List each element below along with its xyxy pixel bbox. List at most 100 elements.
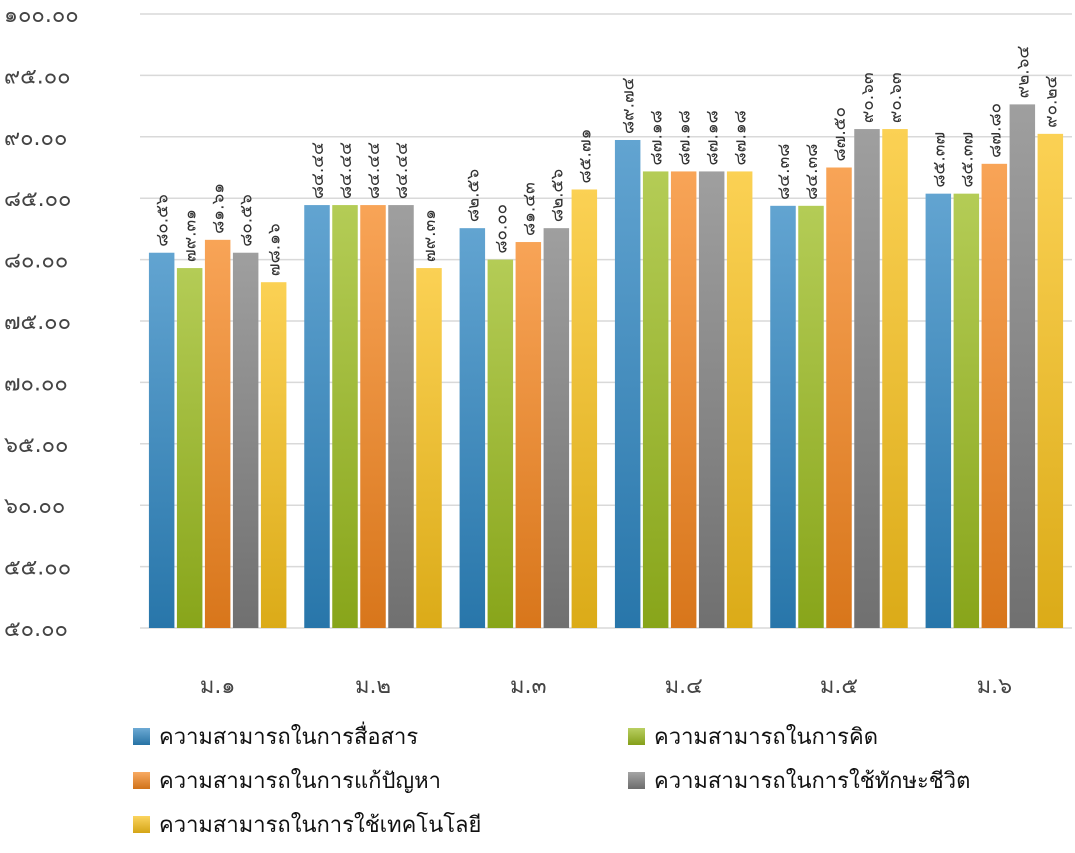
bar	[642, 171, 669, 628]
legend-item: ความสามารถในการสื่อสาร	[133, 721, 418, 750]
y-tick-label: ๗๕.๐๐	[4, 310, 71, 335]
data-label: ๘๔.๔๔	[364, 142, 384, 199]
bars	[148, 104, 1064, 629]
y-tick-label: ๕๐.๐๐	[4, 617, 68, 642]
legend-label: ความสามารถในการสื่อสาร	[159, 721, 418, 750]
legend-swatch	[133, 816, 150, 833]
bar	[953, 193, 980, 628]
bar	[148, 252, 175, 628]
y-tick-label: ๑๐๐.๐๐	[4, 3, 79, 28]
data-label: ๘๒.๕๖	[463, 169, 483, 222]
bar	[543, 228, 570, 628]
bar	[304, 205, 330, 629]
bar	[360, 205, 386, 629]
x-tick-label: ม.๒	[355, 674, 391, 699]
data-label: ๘๗.๘๐	[985, 103, 1005, 158]
bar	[854, 129, 880, 628]
x-tick-label: ม.๔	[665, 674, 703, 699]
bar	[1037, 133, 1064, 629]
bar	[698, 171, 725, 628]
legend-swatch	[133, 772, 150, 789]
x-axis: ม.๑ ม.๒ ม.๓ ม.๔ ม.๕ ม.๖	[200, 674, 1012, 699]
bar	[614, 139, 641, 628]
bar	[416, 268, 442, 628]
data-label: ๘๗.๑๘	[647, 110, 667, 165]
legend-label: ความสามารถในการแก้ปัญหา	[159, 768, 441, 794]
bar	[925, 193, 952, 628]
bar	[670, 171, 697, 628]
legend-item: ความสามารถในการแก้ปัญหา	[133, 768, 441, 794]
data-label: ๘๔.๔๔	[308, 142, 328, 199]
y-axis: ๕๐.๐๐ ๕๕.๐๐ ๖๐.๐๐ ๖๕.๐๐ ๗๐.๐๐ ๗๕.๐๐ ๘๐.๐๐ ๘๕.๐๐…	[4, 3, 79, 642]
bar	[770, 205, 796, 628]
bar	[981, 163, 1008, 629]
legend-swatch	[628, 728, 645, 745]
bar	[487, 259, 514, 628]
legend-swatch	[133, 728, 150, 745]
data-label: ๘๕.๓๗	[929, 132, 949, 188]
data-label: ๘๔.๓๘	[774, 144, 794, 200]
y-tick-label: ๙๕.๐๐	[4, 64, 71, 89]
data-label: ๗๙.๓๑	[181, 209, 201, 262]
gridlines	[140, 13, 1072, 629]
data-label: ๘๕.๓๗	[957, 132, 977, 188]
legend-label: ความสามารถในการคิด	[654, 724, 878, 750]
data-label: ๘๗.๑๘	[703, 110, 723, 165]
bar	[388, 205, 414, 629]
legend-label: ความสามารถในการใช้ทักษะชีวิต	[654, 768, 970, 794]
bar	[1009, 104, 1036, 628]
data-label: ๘๐.๕๖	[237, 194, 257, 247]
bar	[726, 171, 753, 628]
bar	[332, 205, 358, 629]
data-label: ๘๙.๗๔	[619, 77, 639, 134]
data-label: ๘๕.๗๑	[575, 129, 595, 184]
data-label: ๙๒.๖๔	[1013, 46, 1033, 99]
bar	[571, 189, 598, 628]
y-tick-label: ๙๐.๐๐	[4, 126, 67, 151]
legend: ความสามารถในการสื่อสาร ความสามารถในการคิด…	[133, 721, 970, 838]
data-label: ๙๐.๖๓	[886, 72, 906, 123]
data-label: ๘๗.๕๐	[830, 107, 850, 162]
data-label: ๘๑.๔๓	[519, 182, 539, 236]
y-tick-label: ๗๐.๐๐	[4, 371, 68, 396]
data-label: ๙๐.๖๓	[858, 72, 878, 123]
y-tick-label: ๘๕.๐๐	[4, 187, 71, 212]
data-label: ๘๐.๐๐	[491, 204, 511, 254]
bar	[176, 268, 203, 628]
bar	[459, 228, 486, 628]
y-tick-label: ๘๐.๐๐	[4, 249, 68, 274]
bar	[798, 205, 824, 628]
y-tick-label: ๖๐.๐๐	[4, 494, 65, 519]
legend-item: ความสามารถในการคิด	[628, 724, 878, 750]
bar	[826, 167, 852, 628]
y-tick-label: ๖๕.๐๐	[4, 433, 68, 458]
bar	[204, 239, 231, 628]
data-label: ๘๒.๕๖	[547, 169, 567, 222]
bar	[882, 129, 908, 628]
bar	[232, 252, 259, 628]
data-label: ๘๗.๑๘	[731, 110, 751, 165]
legend-label: ความสามารถในการใช้เทคโนโลยี	[159, 812, 481, 838]
data-label: ๘๔.๔๔	[336, 142, 356, 199]
data-label: ๘๐.๕๖	[153, 194, 173, 247]
x-tick-label: ม.๑	[200, 674, 235, 699]
x-tick-label: ม.๖	[977, 674, 1012, 699]
x-tick-label: ม.๓	[510, 674, 547, 699]
data-label: ๗๙.๓๑	[420, 209, 440, 262]
bar	[260, 282, 287, 628]
legend-swatch	[628, 772, 645, 789]
data-label: ๘๑.๖๑	[209, 183, 229, 234]
data-label: ๗๘.๑๖	[265, 223, 285, 276]
data-label: ๙๐.๒๔	[1041, 75, 1061, 127]
y-tick-label: ๕๕.๐๐	[4, 556, 71, 581]
legend-item: ความสามารถในการใช้ทักษะชีวิต	[628, 768, 970, 794]
data-label: ๘๗.๑๘	[675, 110, 695, 165]
bar	[515, 242, 542, 628]
data-label: ๘๔.๔๔	[392, 142, 412, 199]
legend-item: ความสามารถในการใช้เทคโนโลยี	[133, 812, 481, 838]
x-tick-label: ม.๕	[820, 674, 858, 699]
data-label: ๘๔.๓๘	[802, 144, 822, 200]
